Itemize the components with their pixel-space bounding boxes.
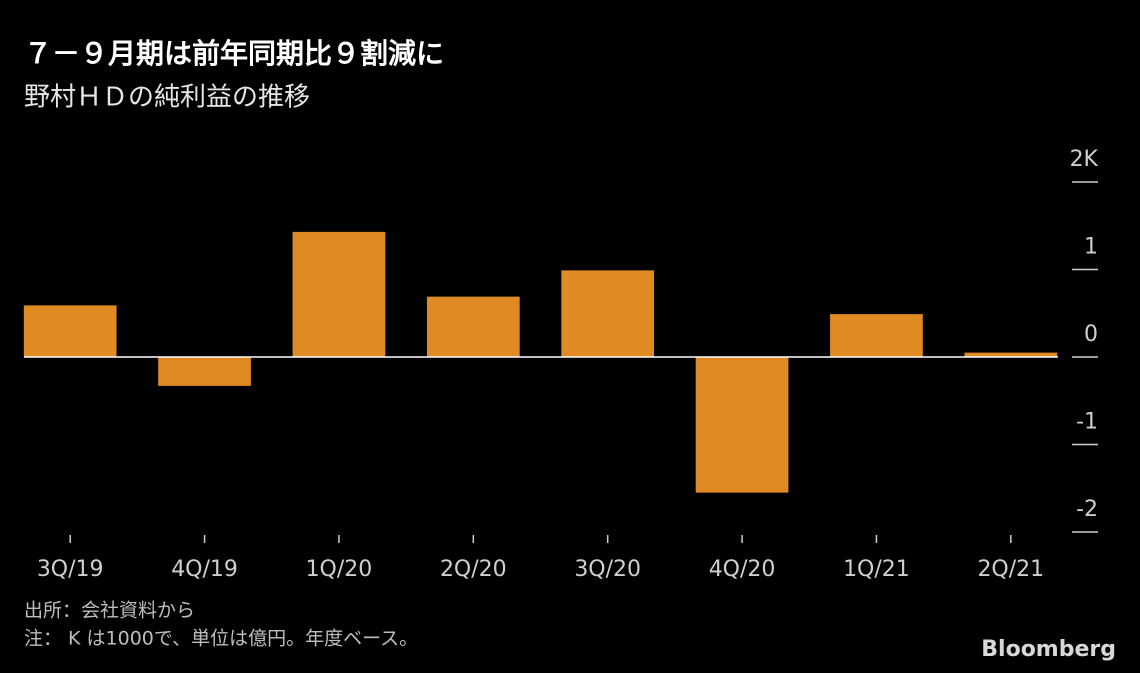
x-tick-label: 2Q/20 bbox=[440, 557, 507, 582]
bar bbox=[292, 231, 386, 357]
bar bbox=[426, 296, 520, 357]
bar bbox=[23, 305, 117, 357]
y-tick-label: 2K bbox=[1070, 147, 1099, 172]
chart-title: ７－９月期は前年同期比９割減に bbox=[24, 37, 444, 70]
y-tick-label: 0 bbox=[1084, 322, 1098, 347]
bar bbox=[695, 357, 789, 493]
footnote: 注： K は1000で、単位は億円。年度ベース。 bbox=[24, 628, 418, 650]
bar bbox=[964, 352, 1058, 357]
x-tick-label: 4Q/20 bbox=[709, 557, 776, 582]
bar bbox=[158, 357, 251, 386]
source-note: 出所：会社資料から bbox=[24, 600, 195, 622]
x-tick-label: 3Q/20 bbox=[574, 557, 641, 582]
y-tick-label: 1 bbox=[1084, 235, 1098, 260]
y-tick-label: -1 bbox=[1076, 410, 1098, 435]
bar bbox=[830, 314, 923, 357]
x-tick-label: 4Q/19 bbox=[171, 557, 238, 582]
x-tick-label: 1Q/20 bbox=[306, 557, 373, 582]
x-tick-label: 1Q/21 bbox=[843, 557, 910, 582]
x-tick-label: 3Q/19 bbox=[37, 557, 104, 582]
bar bbox=[561, 270, 655, 357]
x-tick-label: 2Q/21 bbox=[977, 557, 1044, 582]
brand-logo: Bloomberg bbox=[981, 637, 1116, 662]
y-tick-label: -2 bbox=[1076, 497, 1098, 522]
chart-subtitle: 野村ＨＤの純利益の推移 bbox=[24, 83, 310, 113]
